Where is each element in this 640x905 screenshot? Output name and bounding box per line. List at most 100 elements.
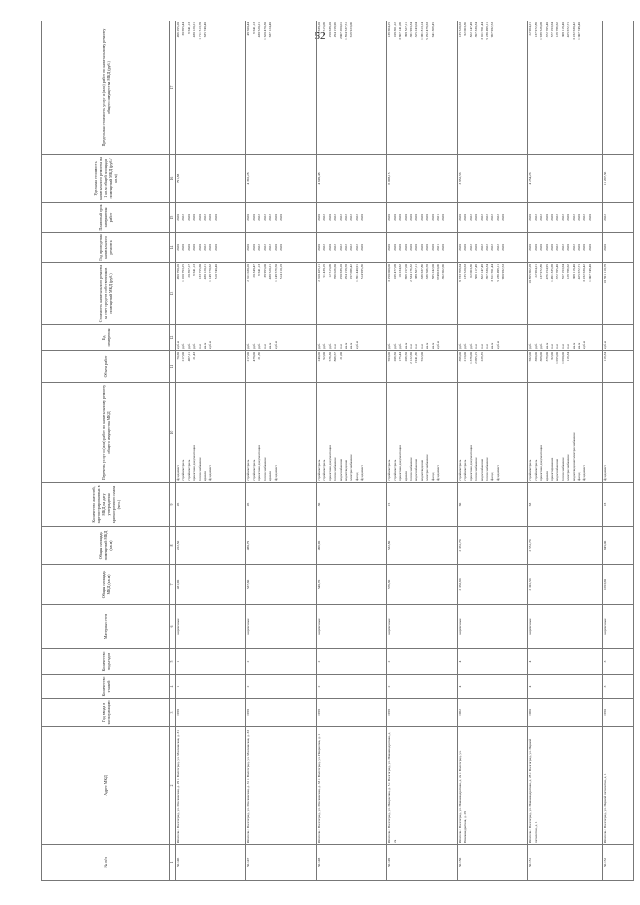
cell-cost: 8 733 768,64 135 520,63 62 063,36 566 117,4… (457, 262, 528, 325)
vol-line: 552,00 (419, 352, 424, 362)
cost-line: 392 662,66 (441, 264, 446, 280)
table-rotation-layer: № п/п Адрес МКД Год ввода в эксплуатацию… (41, 21, 634, 881)
cell-people: 15 (386, 482, 458, 527)
cell-work: фундамент (602, 382, 634, 483)
cell-mat: кирпичные (386, 604, 458, 649)
cell-mat: кирпичные (527, 604, 603, 649)
cell-work: стройконтроль стройконтроль проектная доку… (527, 382, 603, 483)
cell-cost: 490 790,20 1 160 793,25 20 397,17 9 641,13 1… (175, 262, 246, 325)
cell-work: стройконтроль стройконтроль проектная доку… (245, 382, 317, 483)
cell-vol: 119,34 (602, 350, 634, 383)
yr2-line: 2022 (603, 214, 608, 221)
work-line: фундамент (208, 465, 213, 481)
table-row: 50.149 Ипотечн.: Волгоград, ул. Некрасова… (386, 21, 458, 881)
cell-year: 1962 (457, 698, 528, 727)
cell-yr2: 2020 2020 2022 2020 2022 2022 2022 2022 2020 (457, 202, 528, 233)
unit-line: куб.м (495, 341, 500, 349)
yr-line: 2020 (441, 244, 446, 251)
cost-line: 10 591 110,78 (603, 264, 608, 284)
cost-line: 960 982,53 (501, 264, 506, 280)
yr-line: 2020 (278, 244, 283, 251)
cell-vol: 217,00 478,00 21,36 (245, 350, 317, 383)
header-cell: Количество этажей (41, 674, 170, 699)
limit-line: 619 923,06 (349, 22, 354, 38)
cell-yr: 2020 (602, 232, 634, 263)
cell-n: 50.148 (316, 844, 387, 881)
cell-yr: 2020 2020 2020 2020 2020 2022 2020 2020 (175, 232, 246, 263)
header-cell: Плановый срок завершения работ (41, 202, 170, 233)
cost-line: 514 210,18 (278, 264, 283, 280)
cell-area: 431,90 (175, 564, 246, 605)
cell-cost: 3 250 000,00 109 477,08 10 234,62 699 157,0… (386, 262, 458, 325)
yr-line: 2020 (603, 244, 608, 251)
yr2-line: 2020 (213, 214, 218, 221)
cell-people: 26 (245, 482, 317, 527)
cell-vol: 240,00 92,00 576,30 806,57 21,00 (316, 350, 387, 383)
cell-year: 1958 (316, 698, 387, 727)
cell-mat: кирпичные (316, 604, 387, 649)
limit-line: 637 124,40 (268, 22, 273, 38)
yr-line: 2020 (360, 244, 365, 251)
cell-unit: куб.м руб. руб. руб. п.м кв.м куб.м (175, 324, 246, 351)
yr2-line: 2020 (360, 214, 365, 221)
header-cell: Год проведения капитального ремонта (41, 232, 170, 263)
cell-mat: кирпичные (245, 604, 317, 649)
cell-floors: 2 (386, 674, 458, 699)
table-row: 50.147 Ипотечн.: Волгоград, ул. Московска… (245, 21, 317, 881)
header-cell: Общая площадь помещений МКД (кв.м) (41, 526, 170, 565)
page-number: 52 (314, 30, 326, 42)
limit-line: 635 740,40 (203, 22, 208, 38)
cell-area2: 222,50 (175, 526, 246, 565)
cell-people: 18 (602, 482, 634, 527)
work-line: фундамент (360, 465, 365, 481)
cell-work: стройконтроль стройконтроль проектная доку… (316, 382, 387, 483)
cell-entr: 4 (527, 648, 603, 675)
cell-yr2: 2020 2022 2022 2020 2020 2022 2022 2020 2022 2020… (527, 202, 603, 233)
cell-n: 50.147 (245, 844, 317, 881)
cell-limit: 496 295,20 30 695,44 9 641,13 430 120,21 1 7… (175, 21, 246, 155)
cell-people: 63 (527, 482, 603, 527)
table-row: 50.148 Ипотечн.: Волгоград, ул. Московска… (316, 21, 387, 881)
cell-addr: Ипотечн.: Волгоград, ул. Московская, д. … (175, 726, 246, 845)
cell-n: 50.146 (175, 844, 246, 881)
cell-entr: 3 (602, 648, 634, 675)
cell-year: 1950 (602, 698, 634, 727)
cell-yr: 2020 2020 2022 2022 2022 2020 2020 (245, 232, 317, 263)
cell-area2: 2 551,70 (527, 526, 603, 565)
header-cell: Объем работ (41, 350, 170, 383)
table-row: 50.151 Ипотечн.: Волгоград, ул. Новоквадр… (527, 21, 603, 881)
cell-area: 576,30 (386, 564, 458, 605)
header-cell: Удельная стоимость капитального ремонта … (41, 154, 170, 203)
cell-mat: кирпичные (457, 604, 528, 649)
cell-area: 537,60 (245, 564, 317, 605)
cell-yr: 2020 2020 2020 2020 2020 2022 2022 2020 2022 2020… (527, 232, 603, 263)
cell-unitcost: 791,88 (175, 154, 246, 203)
cell-n: 50.151 (527, 844, 603, 881)
cell-people: 26 (175, 482, 246, 527)
cell-yr2: 2022 (602, 202, 634, 233)
cell-cost: 10 591 110,78 (602, 262, 634, 325)
cell-mat: кирпичные (602, 604, 634, 649)
cell-floors: 1 (175, 674, 246, 699)
cell-limit: 48 500,44 9 641,13 430 520,21 1 620 470,30 6… (245, 21, 317, 155)
cell-entr: 4 (457, 648, 528, 675)
yr2-line: 2020 (501, 214, 506, 221)
cell-floors: 2 (245, 674, 317, 699)
cell-unit: руб. руб. руб. п.м п.м кв.м кв.м куб.м (316, 324, 387, 351)
cell-entr: 2 (316, 648, 387, 675)
cost-line: 1 007 748,40 (587, 264, 592, 282)
yr-line: 2020 (501, 244, 506, 251)
cell-work: стройконтроль стройконтроль проектная доку… (457, 382, 528, 483)
cell-vol: 70,60 217,00 467,11 21,43 (175, 350, 246, 383)
vol-line: 21,00 (338, 352, 343, 360)
cell-people: 60 (457, 482, 528, 527)
yr-line: 2020 (213, 244, 218, 251)
table-row: 50.152 Ипотечн.: Волгоград, ул. Первой пя… (602, 21, 634, 881)
cell-year: 1958 (175, 698, 246, 727)
cell-n: 50.149 (386, 844, 458, 881)
header-cell: Год ввода в эксплуатацию (41, 698, 170, 727)
cell-addr: Ипотечн.: Волгоград, ул. Московская, д. … (245, 726, 317, 845)
header-cell: Предельная стоимость услуг и (или) работ… (41, 21, 170, 155)
unit-line: куб.м (354, 341, 359, 349)
cell-area2: 532,80 (386, 526, 458, 565)
